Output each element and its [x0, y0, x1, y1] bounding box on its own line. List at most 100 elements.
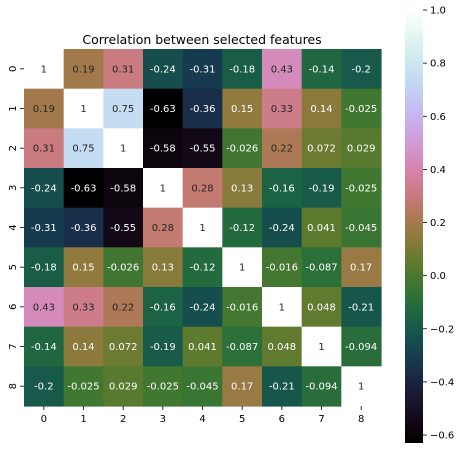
cell-annotation: 0.28: [191, 183, 213, 194]
cell-annotation: -0.31: [190, 64, 216, 75]
cell-annotation: 0.029: [347, 144, 376, 155]
heatmap-cell: [24, 287, 65, 328]
heatmap-cell: [63, 366, 104, 407]
y-tick-label: 8: [8, 383, 19, 389]
heatmap-cell: [341, 326, 382, 367]
cell-annotation: -0.12: [229, 223, 255, 234]
heatmap-cell: [63, 128, 104, 169]
heatmap-cell: [103, 287, 144, 328]
heatmap-cell: [103, 326, 144, 367]
heatmap-cell-labels: 1 0.19 0.31 -0.24 -0.31 -0.18 0.43 -0.14 -0.2 0.1…: [31, 64, 377, 392]
cell-annotation: -0.045: [186, 382, 218, 393]
cell-annotation: 1: [279, 302, 285, 313]
cell-annotation: 0.072: [307, 144, 336, 155]
heatmap-cell: [143, 287, 184, 328]
heatmap-cell: [143, 49, 184, 90]
heatmap-cell: [182, 88, 223, 129]
heatmap-cell: [301, 287, 342, 328]
y-tick-label: 2: [8, 145, 19, 151]
heatmap-cell: [222, 207, 263, 248]
heatmap-cell: [341, 247, 382, 288]
cell-annotation: 0.22: [271, 144, 293, 155]
cell-annotation: -0.094: [305, 382, 337, 393]
heatmap-cell: [262, 326, 303, 367]
heatmap-cell: [262, 49, 303, 90]
cell-annotation: 0.17: [231, 382, 253, 393]
cell-annotation: -0.016: [266, 263, 298, 274]
heatmap-cell: [24, 247, 65, 288]
heatmap-cell: [222, 366, 263, 407]
heatmap-cell: [341, 128, 382, 169]
heatmap-cell: [24, 207, 65, 248]
colorbar-tick-label: 0.4: [430, 165, 446, 176]
heatmap-cell: [262, 88, 303, 129]
heatmap-cell: [143, 128, 184, 169]
heatmap-cell: [341, 49, 382, 90]
cell-annotation: -0.026: [107, 263, 139, 274]
cell-annotation: 0.15: [72, 263, 94, 274]
y-tick-label: 3: [8, 185, 19, 191]
heatmap-cell: [341, 207, 382, 248]
cell-annotation: -0.24: [31, 183, 57, 194]
cell-annotation: 0.041: [307, 223, 336, 234]
heatmap-cell: [341, 88, 382, 129]
cell-annotation: 0.33: [271, 104, 293, 115]
x-tick-label: 2: [120, 414, 126, 425]
heatmap-cell: [262, 207, 303, 248]
heatmap-cell: [182, 168, 223, 209]
heatmap-cell: [103, 168, 144, 209]
colorbar: 1.0 0.8 0.6 0.4 0.2 0.0 −0.2 −0.4 −0.6: [405, 6, 454, 443]
heatmap-cell: [222, 287, 263, 328]
heatmap-cell: [182, 49, 223, 90]
cell-annotation: -0.21: [348, 302, 374, 313]
heatmap-cell: [301, 49, 342, 90]
heatmap-cell: [24, 168, 65, 209]
heatmap-cell: [222, 49, 263, 90]
x-tick-label: 4: [199, 414, 205, 425]
cell-annotation: 0.33: [72, 302, 94, 313]
cell-annotation: -0.025: [345, 104, 377, 115]
cell-annotation: -0.58: [110, 183, 136, 194]
cell-annotation: 0.041: [188, 342, 217, 353]
cell-annotation: -0.24: [269, 223, 295, 234]
heatmap-cell: [63, 326, 104, 367]
heatmap-cell: [182, 247, 223, 288]
y-tick-label: 6: [8, 304, 19, 310]
y-axis-ticks: 0 1 2 3 4 5 6 7 8: [8, 66, 24, 389]
heatmap-cell: [103, 207, 144, 248]
cell-annotation: -0.58: [150, 144, 176, 155]
cell-annotation: -0.19: [150, 342, 176, 353]
cell-annotation: -0.63: [71, 183, 97, 194]
x-tick-label: 1: [80, 414, 86, 425]
cell-annotation: 0.048: [307, 302, 336, 313]
cell-annotation: 0.19: [33, 104, 55, 115]
heatmap-cell: [341, 168, 382, 209]
cell-annotation: -0.16: [150, 302, 176, 313]
colorbar-gradient: [405, 10, 423, 443]
heatmap-cell: [24, 326, 65, 367]
heatmap-cell: [182, 207, 223, 248]
cell-annotation: 0.072: [109, 342, 138, 353]
cell-annotation: 1: [41, 64, 47, 75]
colorbar-tick-label: 0.0: [430, 271, 446, 282]
colorbar-tick-label: 0.2: [430, 218, 446, 229]
heatmap-cell: [262, 128, 303, 169]
colorbar-tick-label: −0.4: [430, 377, 454, 388]
cell-annotation: 0.17: [350, 263, 372, 274]
y-tick-label: 4: [8, 224, 19, 230]
cell-annotation: -0.31: [31, 223, 57, 234]
cell-annotation: -0.016: [226, 302, 258, 313]
cell-annotation: 0.13: [152, 263, 174, 274]
colorbar-tick-label: −0.2: [430, 324, 454, 335]
cell-annotation: -0.21: [269, 382, 295, 393]
x-tick-label: 7: [318, 414, 324, 425]
cell-annotation: -0.026: [226, 144, 258, 155]
heatmap-cell: [143, 168, 184, 209]
colorbar-tick-label: 1.0: [430, 6, 446, 17]
heatmap-cell: [341, 287, 382, 328]
cell-annotation: 0.14: [310, 104, 332, 115]
cell-annotation: 0.14: [72, 342, 94, 353]
cell-annotation: -0.63: [150, 104, 176, 115]
cell-annotation: 1: [318, 342, 324, 353]
cell-annotation: -0.045: [345, 223, 377, 234]
